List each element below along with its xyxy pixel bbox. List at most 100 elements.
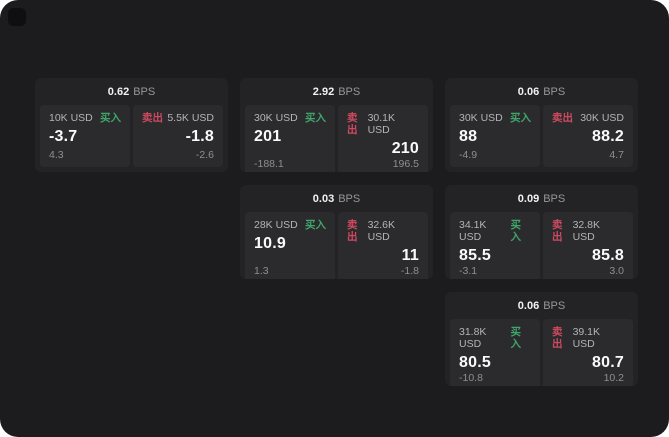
sell-price: 80.7 (592, 354, 624, 371)
buy-panel[interactable]: 30K USD 买入 88 -4.9 (450, 105, 540, 167)
sell-delta: 4.7 (609, 149, 624, 161)
sell-price: 88.2 (592, 128, 624, 145)
quote-card: 0.62 BPS 10K USD 买入 -3.7 4.3 卖出 5.5K USD… (35, 78, 228, 172)
sell-label: 卖出 (552, 326, 563, 350)
cards-grid: 0.62 BPS 10K USD 买入 -3.7 4.3 卖出 5.5K USD… (35, 78, 638, 386)
buy-price: 10.9 (254, 235, 286, 252)
bps-value: 0.09 (517, 192, 540, 205)
buy-delta: -4.9 (459, 149, 478, 161)
buy-amount: 28K USD (254, 219, 298, 231)
bps-label: BPS (338, 85, 361, 98)
card-header: 2.92 BPS (240, 78, 433, 105)
sell-price: 85.8 (592, 247, 624, 264)
sell-label: 卖出 (552, 112, 573, 124)
bps-value: 0.03 (312, 192, 335, 205)
buy-panel[interactable]: 28K USD 买入 10.9 1.3 (245, 212, 335, 279)
card-header: 0.06 BPS (445, 292, 638, 319)
quote-panels: 28K USD 买入 10.9 1.3 卖出 32.6K USD 11 -1.8 (240, 212, 433, 279)
card-header: 0.03 BPS (240, 185, 433, 212)
buy-amount: 10K USD (49, 112, 93, 124)
buy-panel-header: 31.8K USD 买入 (459, 326, 531, 350)
sell-label: 卖出 (347, 219, 358, 243)
sell-delta: -2.6 (195, 149, 214, 161)
sell-panel[interactable]: 卖出 39.1K USD 80.7 10.2 (543, 319, 633, 386)
quote-panels: 10K USD 买入 -3.7 4.3 卖出 5.5K USD -1.8 -2.… (35, 105, 228, 172)
quote-card: 2.92 BPS 30K USD 买入 201 -188.1 卖出 30.1K … (240, 78, 433, 172)
quote-card: 0.09 BPS 34.1K USD 买入 85.5 -3.1 卖出 32.8K… (445, 185, 638, 279)
sell-panel-header: 卖出 39.1K USD (552, 326, 624, 350)
sell-panel-header: 卖出 30.1K USD (347, 112, 419, 136)
sell-panel[interactable]: 卖出 5.5K USD -1.8 -2.6 (133, 105, 223, 167)
quote-panels: 31.8K USD 买入 80.5 -10.8 卖出 39.1K USD 80.… (445, 319, 638, 386)
sell-amount: 32.6K USD (367, 219, 396, 243)
sell-price: 11 (401, 247, 419, 264)
bps-label: BPS (543, 85, 566, 98)
buy-panel[interactable]: 30K USD 买入 201 -188.1 (245, 105, 335, 172)
quote-card: 0.03 BPS 28K USD 买入 10.9 1.3 卖出 32.6K US… (240, 185, 433, 279)
buy-price: 88 (459, 128, 478, 145)
bps-label: BPS (338, 192, 361, 205)
quote-card: 0.06 BPS 30K USD 买入 88 -4.9 卖出 30K USD 8… (445, 78, 638, 172)
buy-price: -3.7 (49, 128, 78, 145)
sell-panel[interactable]: 卖出 30K USD 88.2 4.7 (543, 105, 633, 167)
sell-panel[interactable]: 卖出 32.6K USD 11 -1.8 (338, 212, 428, 279)
sell-panel-header: 卖出 32.6K USD (347, 219, 419, 243)
quote-panels: 34.1K USD 买入 85.5 -3.1 卖出 32.8K USD 85.8… (445, 212, 638, 279)
buy-label: 买入 (305, 112, 326, 124)
buy-panel-header: 28K USD 买入 (254, 219, 326, 231)
buy-delta: -3.1 (459, 265, 478, 277)
sell-amount: 39.1K USD (572, 326, 601, 350)
sell-panel[interactable]: 卖出 30.1K USD 210 196.5 (338, 105, 428, 172)
quote-panels: 30K USD 买入 88 -4.9 卖出 30K USD 88.2 4.7 (445, 105, 638, 172)
sell-panel[interactable]: 卖出 32.8K USD 85.8 3.0 (543, 212, 633, 279)
bps-label: BPS (543, 299, 566, 312)
sell-price: 210 (391, 140, 419, 157)
sell-panel-header: 卖出 32.8K USD (552, 219, 624, 243)
buy-panel-header: 10K USD 买入 (49, 112, 121, 124)
sell-amount: 30K USD (580, 112, 624, 124)
sell-delta: 3.0 (609, 265, 624, 277)
buy-delta: 4.3 (49, 149, 64, 161)
buy-panel[interactable]: 34.1K USD 买入 85.5 -3.1 (450, 212, 540, 279)
buy-label: 买入 (510, 112, 531, 124)
bps-value: 0.06 (517, 85, 540, 98)
sell-delta: -1.8 (400, 265, 419, 277)
sell-price: -1.8 (185, 128, 214, 145)
bps-label: BPS (543, 192, 566, 205)
sell-amount: 30.1K USD (367, 112, 396, 136)
bps-value: 0.62 (107, 85, 130, 98)
sell-delta: 196.5 (392, 158, 419, 170)
bps-value: 0.06 (517, 299, 540, 312)
buy-price: 80.5 (459, 354, 491, 371)
buy-delta: 1.3 (254, 265, 269, 277)
buy-label: 买入 (510, 219, 521, 243)
app-menu-icon[interactable] (8, 8, 26, 26)
buy-price: 85.5 (459, 247, 491, 264)
buy-amount: 30K USD (254, 112, 298, 124)
bps-label: BPS (133, 85, 156, 98)
sell-amount: 32.8K USD (572, 219, 601, 243)
sell-panel-header: 卖出 30K USD (552, 112, 624, 124)
sell-delta: 10.2 (603, 372, 624, 384)
sell-label: 卖出 (142, 112, 163, 124)
buy-label: 买入 (510, 326, 521, 350)
buy-label: 买入 (100, 112, 121, 124)
sell-panel-header: 卖出 5.5K USD (142, 112, 214, 124)
card-header: 0.06 BPS (445, 78, 638, 105)
buy-price: 201 (254, 128, 282, 145)
sell-label: 卖出 (552, 219, 563, 243)
buy-delta: -10.8 (459, 372, 483, 384)
buy-panel-header: 30K USD 买入 (459, 112, 531, 124)
card-header: 0.62 BPS (35, 78, 228, 105)
buy-amount: 31.8K USD (459, 326, 487, 350)
buy-panel[interactable]: 10K USD 买入 -3.7 4.3 (40, 105, 130, 167)
buy-amount: 34.1K USD (459, 219, 487, 243)
quote-card: 0.06 BPS 31.8K USD 买入 80.5 -10.8 卖出 39.1… (445, 292, 638, 386)
sell-label: 卖出 (347, 112, 358, 136)
buy-panel[interactable]: 31.8K USD 买入 80.5 -10.8 (450, 319, 540, 386)
bps-value: 2.92 (312, 85, 335, 98)
card-header: 0.09 BPS (445, 185, 638, 212)
quote-panels: 30K USD 买入 201 -188.1 卖出 30.1K USD 210 1… (240, 105, 433, 172)
buy-delta: -188.1 (254, 158, 284, 170)
